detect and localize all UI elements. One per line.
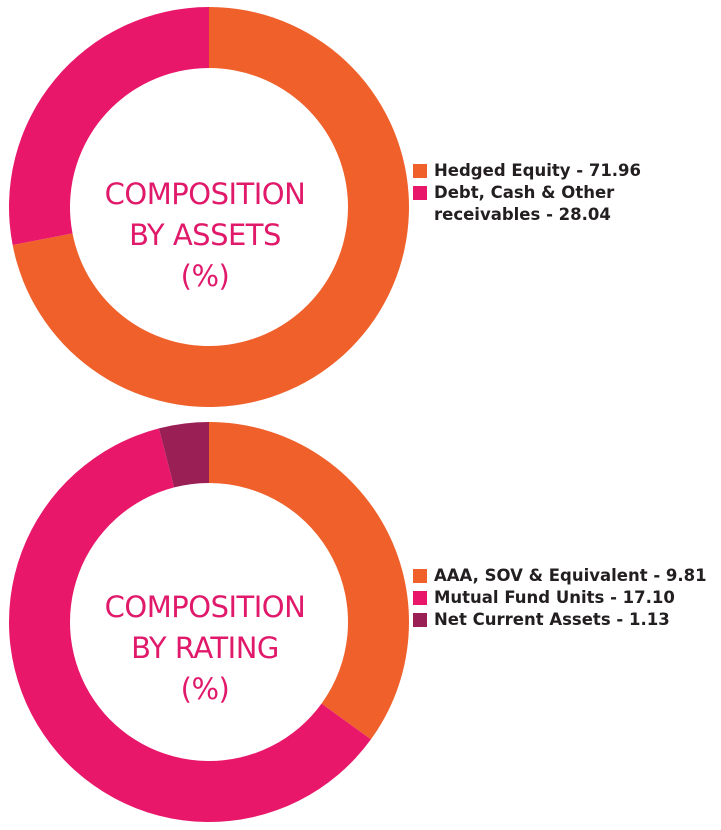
assets-center-line-2: BY ASSETS (129, 218, 281, 252)
assets-center-label: COMPOSITION BY ASSETS (%) (55, 174, 355, 297)
rating-center-label: COMPOSITION BY RATING (%) (55, 587, 355, 710)
legend-swatch (413, 186, 427, 200)
assets-center-line-1: COMPOSITION (104, 177, 306, 211)
legend-label: Debt, Cash & Other receivables - 28.04 (434, 183, 615, 224)
assets-donut (8, 7, 409, 407)
assets-center-line-3: (%) (180, 259, 230, 293)
legend-item-debt-cash: Debt, Cash & Other receivables - 28.04 (413, 182, 718, 226)
legend-label: Net Current Assets - 1.13 (434, 610, 670, 629)
composition-by-rating-chart: COMPOSITION BY RATING (%) AAA, SOV & Equ… (0, 415, 721, 830)
legend-item-mutual-fund-units: Mutual Fund Units - 17.10 (413, 587, 718, 609)
donut-slice-debt-cash-other-receivables (8, 7, 210, 245)
rating-donut (8, 422, 409, 822)
legend-label: Hedged Equity - 71.96 (434, 161, 642, 180)
rating-center-line-1: COMPOSITION (104, 590, 306, 624)
donut-slice-hedged-equity (12, 7, 409, 407)
donut-slice-net-current-assets (158, 422, 209, 488)
donut-slice-aaa-sov-equivalent (209, 422, 409, 740)
legend-item-net-current-assets: Net Current Assets - 1.13 (413, 609, 718, 631)
legend-label: AAA, SOV & Equivalent - 9.81 (434, 566, 707, 585)
donut-slice-mutual-fund-units (8, 428, 371, 822)
composition-by-assets-chart: COMPOSITION BY ASSETS (%) Hedged Equity … (8, 7, 718, 407)
assets-legend: Hedged Equity - 71.96 Debt, Cash & Other… (413, 160, 718, 226)
rating-legend: AAA, SOV & Equivalent - 9.81 Mutual Fund… (413, 565, 718, 631)
rating-center-line-2: BY RATING (131, 631, 279, 665)
legend-item-aaa-sov: AAA, SOV & Equivalent - 9.81 (413, 565, 718, 587)
legend-swatch (413, 613, 427, 627)
legend-swatch (413, 569, 427, 583)
legend-swatch (413, 164, 427, 178)
legend-swatch (413, 591, 427, 605)
legend-label: Mutual Fund Units - 17.10 (434, 588, 675, 607)
rating-center-line-3: (%) (180, 672, 230, 706)
legend-item-hedged-equity: Hedged Equity - 71.96 (413, 160, 718, 182)
